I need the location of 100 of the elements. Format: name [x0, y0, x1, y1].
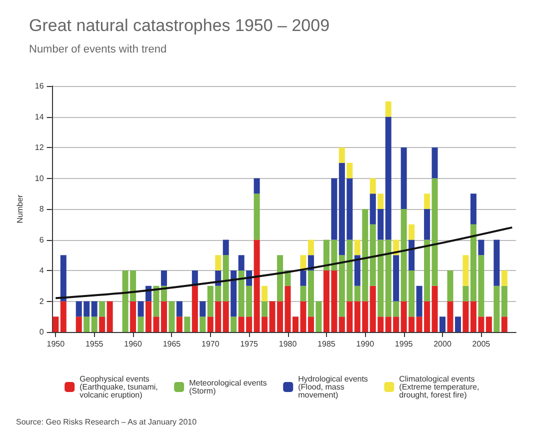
y-tick-label: 4: [39, 266, 44, 275]
x-tick-label: 1975: [240, 340, 259, 348]
x-tick-label: 1990: [356, 340, 375, 348]
bar: [222, 255, 229, 302]
bar: [454, 316, 461, 332]
x-tick-label: 2005: [472, 340, 491, 348]
bar: [501, 270, 508, 286]
bar: [153, 286, 160, 317]
x-tick-label: 1965: [162, 340, 182, 348]
bar: [424, 240, 430, 302]
bar: [76, 316, 82, 332]
bar: [230, 316, 237, 332]
bar: [52, 316, 59, 332]
bar: [262, 301, 268, 317]
bar: [130, 301, 136, 332]
x-tick-label: 1950: [46, 340, 66, 348]
bar: [192, 286, 198, 332]
bar: [60, 255, 66, 302]
bar: [354, 255, 360, 286]
bar: [200, 316, 206, 332]
x-tick-label: 2000: [434, 340, 452, 348]
bar: [91, 316, 98, 332]
y-tick-label: 2: [39, 296, 44, 306]
y-tick-label: 0: [39, 328, 44, 336]
bar: [346, 162, 353, 178]
x-tick-label: 1980: [278, 340, 298, 348]
bar: [238, 255, 244, 270]
bar: [184, 316, 190, 332]
bar: [478, 240, 484, 256]
bar: [106, 301, 113, 332]
bar: [501, 286, 508, 317]
bar: [222, 301, 229, 332]
x-tick-label: 1970: [202, 340, 220, 348]
legend-label: Meteorological events (Storm): [189, 378, 270, 396]
bar: [138, 301, 144, 317]
bar: [432, 286, 438, 332]
line-series: [54, 226, 514, 300]
bar: [424, 194, 430, 209]
bar: [470, 194, 476, 224]
bar: [222, 240, 229, 256]
bar: [176, 301, 182, 317]
x-tick-label: 1960: [124, 340, 142, 348]
bar: [300, 270, 306, 286]
legend-label: Geophysical events (Earthquake, tsunami, volcanic eruption): [80, 374, 160, 400]
y-axis-title: Number: [16, 194, 24, 224]
x-tick-label: 1985: [318, 340, 336, 348]
bar: [462, 301, 469, 332]
y-tick-label: 6: [39, 235, 44, 244]
bar: [400, 148, 407, 209]
bar: [385, 101, 392, 117]
legend-label: Climatological events (Extreme temperature, drought, forest fire): [399, 374, 482, 400]
bar: [494, 240, 500, 286]
bar: [262, 286, 268, 302]
bar: [308, 240, 314, 256]
bar: [99, 301, 106, 317]
bar: [447, 270, 454, 302]
bar: [160, 270, 167, 286]
bar: [416, 286, 422, 317]
bar: [385, 116, 392, 240]
bar: [300, 286, 306, 302]
bar: [200, 301, 206, 317]
y-tick-label: 8: [39, 204, 44, 214]
bar: [440, 316, 446, 332]
bar: [91, 301, 98, 317]
bar: [60, 301, 66, 332]
bar: [424, 209, 430, 240]
bar: [462, 286, 469, 302]
bar: [501, 316, 508, 332]
bar: [168, 301, 175, 332]
bar: [486, 316, 492, 332]
bar: [408, 224, 415, 240]
bar: [378, 194, 384, 209]
bar: [447, 301, 454, 332]
bar: [408, 240, 415, 270]
bar: [254, 194, 260, 240]
bar: [432, 178, 438, 286]
bar: [176, 316, 182, 332]
x-tick-label: 1955: [85, 340, 104, 348]
bar: [331, 178, 338, 240]
chart-title: Great natural catastrophes 1950 – 2009: [29, 16, 330, 35]
bar: [494, 286, 500, 332]
y-tick-label: 10: [34, 174, 44, 183]
bar: [354, 240, 360, 256]
bar: [138, 316, 144, 332]
bar: [370, 178, 376, 194]
bar: [254, 178, 260, 194]
bar: [230, 270, 237, 317]
y-tick-label: 16: [34, 82, 44, 90]
bar: [84, 316, 90, 332]
bar: [308, 316, 314, 332]
bar: [160, 301, 167, 332]
bar: [215, 255, 222, 270]
x-tick-label: 1995: [394, 340, 414, 348]
y-tick-label: 12: [34, 143, 44, 152]
legend-label: Hydrological events (Flood, mass movement): [298, 374, 370, 400]
bar: [277, 255, 284, 302]
bar: [432, 148, 438, 178]
y-tick-label: 14: [34, 112, 44, 122]
chart-subtitle: Number of events with trend: [29, 44, 167, 56]
bar: [462, 255, 469, 286]
